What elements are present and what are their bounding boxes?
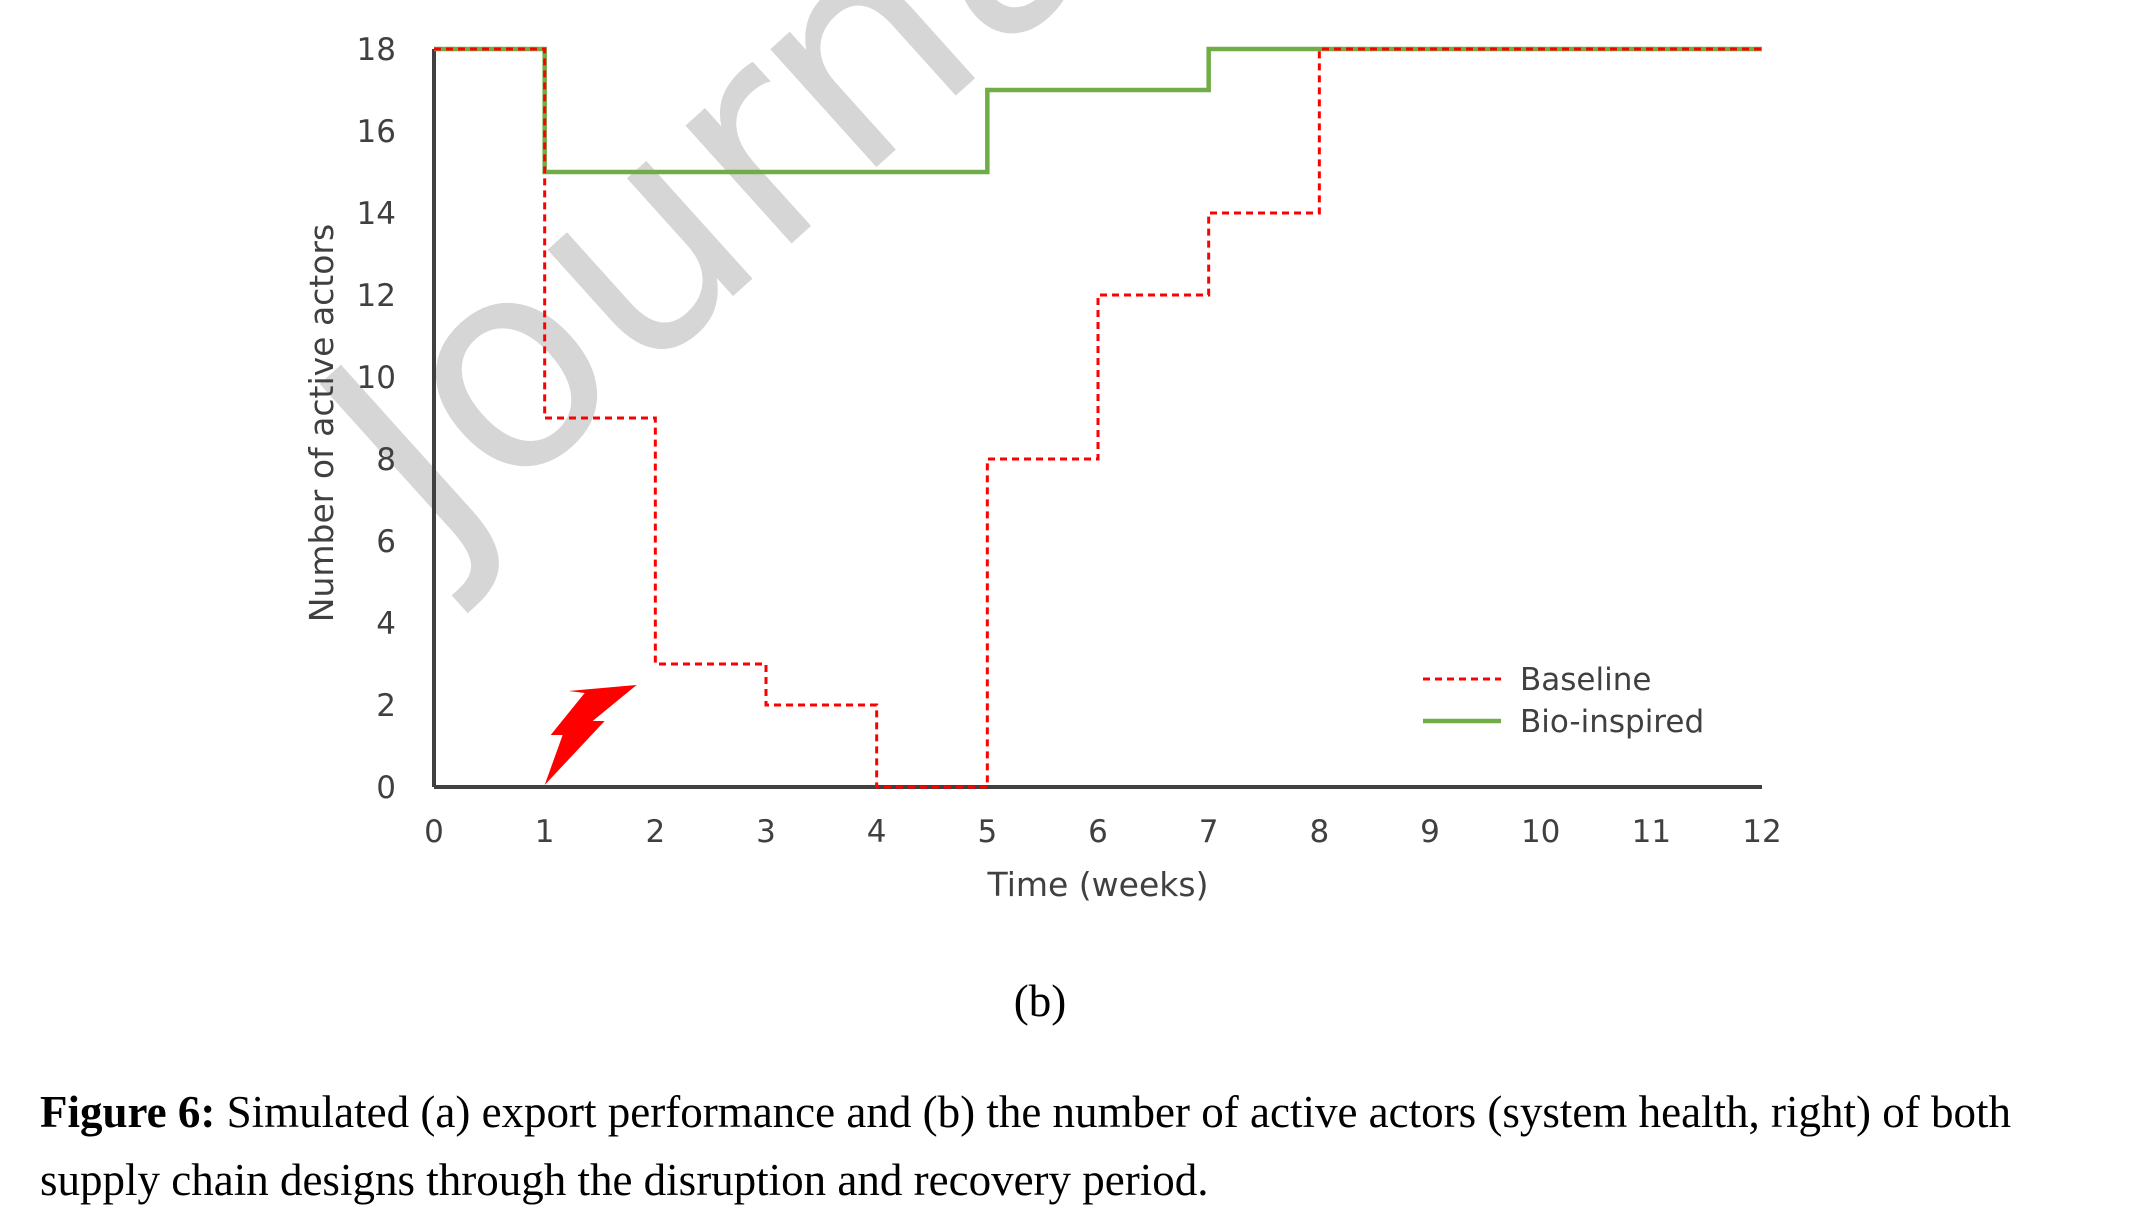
x-tick-label: 1 [535, 814, 555, 850]
legend-label: Baseline [1520, 662, 1651, 698]
y-tick-label: 0 [376, 770, 396, 806]
y-tick-label: 12 [357, 278, 396, 314]
x-tick-label: 2 [645, 814, 665, 850]
y-tick-label: 2 [376, 688, 396, 724]
y-tick-label: 14 [357, 196, 396, 232]
caption-label: Figure 6: [40, 1087, 216, 1137]
x-tick-label: 6 [1088, 814, 1108, 850]
y-tick-label: 18 [357, 32, 396, 68]
x-tick-label: 8 [1309, 814, 1329, 850]
x-tick-label: 12 [1742, 814, 1781, 850]
y-tick-label: 8 [376, 442, 396, 478]
x-tick-label: 7 [1199, 814, 1219, 850]
x-tick-label: 10 [1521, 814, 1560, 850]
series-line-baseline [434, 47, 1762, 789]
series-line-bio-inspired [434, 46, 1762, 175]
x-tick-label: 11 [1632, 814, 1671, 850]
chart: Journal 0 1 2 3 4 5 6 7 8 9 10 11 12024681012141618 … [247, 0, 1782, 904]
x-tick-label: 9 [1420, 814, 1440, 850]
y-tick-label: 10 [357, 360, 396, 396]
panel-label: (b) [1013, 976, 1067, 1026]
y-tick-label: 4 [376, 606, 396, 642]
x-axis-title: Time (weeks) [987, 865, 1209, 904]
x-tick-label: 4 [867, 814, 887, 850]
y-tick-label: 6 [376, 524, 396, 560]
y-axis-title: Number of active actors [302, 224, 341, 622]
lightning-icon [544, 685, 637, 785]
x-tick-label: 0 [424, 814, 444, 850]
legend-label: Bio-inspired [1520, 704, 1704, 740]
figure-caption: Figure 6: Simulated (a) export performan… [40, 1078, 2100, 1214]
x-tick-label: 5 [977, 814, 997, 850]
x-tick-label: 3 [756, 814, 776, 850]
y-tick-label: 16 [357, 114, 396, 150]
caption-text: Simulated (a) export performance and (b)… [40, 1087, 2012, 1205]
